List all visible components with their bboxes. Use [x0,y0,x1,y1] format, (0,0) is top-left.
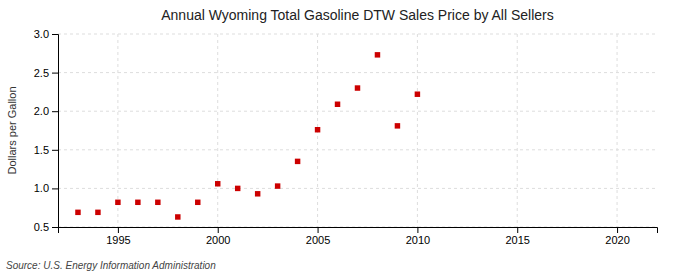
x-tick-label: 2000 [206,234,230,246]
point [355,85,360,90]
y-tick-mark [52,73,58,74]
x-tick-label: 2015 [505,234,529,246]
x-tick: 2010 [406,227,430,246]
y-grid-line [58,34,657,35]
x-grid-line [517,34,518,227]
y-tick-mark [52,111,58,112]
y-tick-mark [52,227,58,228]
y-tick: 1.0 [34,182,58,194]
x-grid-line [617,34,618,227]
x-tick: 2005 [306,227,330,246]
x-grid-line [117,34,118,227]
y-tick: 3.0 [34,28,58,40]
point [275,183,280,188]
y-tick-label: 0.5 [34,221,49,233]
point [295,159,300,164]
source: Source: U.S. Energy Information Administ… [6,260,216,271]
y-grid-line [58,188,657,189]
y-tick-label: 2.5 [34,67,49,79]
y-tick-label: 1.5 [34,144,49,156]
point [135,200,140,205]
x-tick: 2000 [206,227,230,246]
y-tick-label: 2.0 [34,105,49,117]
x-tick-label: 2020 [605,234,629,246]
point [415,91,420,96]
x-tick-mark [617,227,618,233]
x-tick-mark [318,227,319,233]
x-tick-mark [417,227,418,233]
point [255,191,260,196]
y-tick: 2.5 [34,67,58,79]
y-axis-line [52,35,59,228]
x-tick-mark [118,227,119,233]
x-tick-label: 1995 [106,234,130,246]
y-grid-line [58,149,657,150]
x-axis-line [59,228,658,234]
y-axis: 0.5 1.0 1.5 2.0 2.5 3.0 [34,28,59,233]
point [75,210,80,215]
point [215,181,220,186]
y-tick: 2.0 [34,105,58,117]
y-tick-label: 1.0 [34,182,49,194]
y-grid-line [58,72,657,73]
point [195,200,200,205]
point [315,127,320,132]
point [95,210,100,215]
x-axis: 1995 2000 2005 2010 2015 2020 [59,227,658,246]
x-grid-line [417,34,418,227]
y-axis-label: Dollars per Gallon [6,86,18,174]
y-tick-mark [52,188,58,189]
plot-area: 1995 2000 2005 2010 2015 2020 0.5 1.0 1.5 2.0 2.5 3… [34,28,658,246]
x-grid-line [217,34,218,227]
point [235,186,240,191]
x-tick-label: 2010 [406,234,430,246]
points [75,52,420,220]
point [155,200,160,205]
point [335,102,340,107]
chart: 1995 2000 2005 2010 2015 2020 0.5 1.0 1.5 2.0 2.5 3… [0,0,675,275]
y-tick: 0.5 [34,221,58,233]
y-tick-mark [52,150,58,151]
point [375,52,380,57]
title: Annual Wyoming Total Gasoline DTW Sales … [161,7,554,23]
y-tick-mark [52,34,58,35]
point [115,200,120,205]
grid [58,34,657,227]
x-tick-label: 2005 [306,234,330,246]
x-tick: 2015 [505,227,529,246]
y-tick: 1.5 [34,144,58,156]
x-tick-mark [517,227,518,233]
y-grid-line [58,111,657,112]
point [175,214,180,219]
x-tick-mark [218,227,219,233]
x-tick: 2020 [605,227,629,246]
y-tick-label: 3.0 [34,28,49,40]
point [395,123,400,128]
x-tick: 1995 [106,227,130,246]
